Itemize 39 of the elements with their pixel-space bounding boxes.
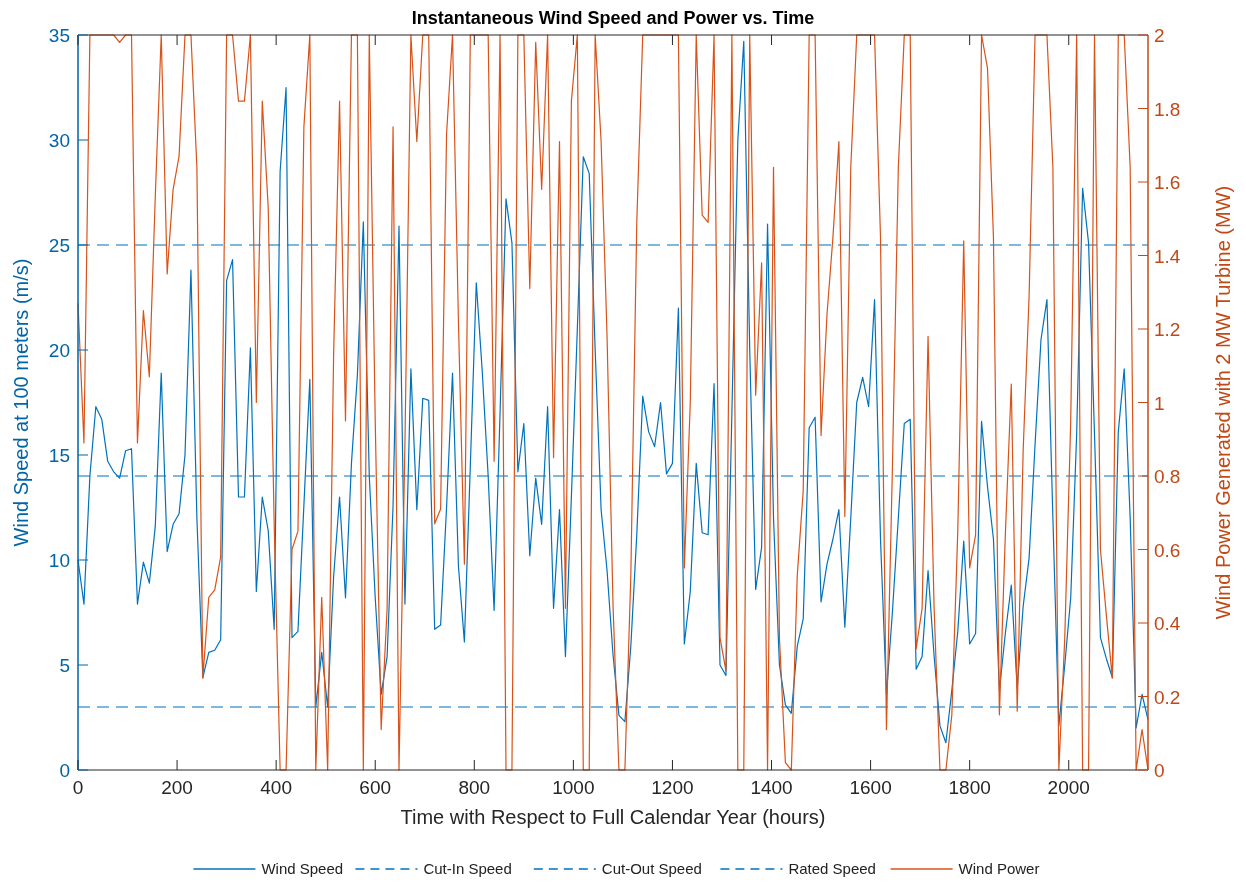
x-tick-label: 800 [458,777,491,798]
legend-label: Wind Power [958,860,1040,877]
x-tick-label: 1200 [651,777,694,798]
x-tick-label: 0 [72,777,84,798]
y-tick-label: 30 [48,130,70,151]
y2-tick-label: 0.2 [1154,686,1181,708]
y2-axis-title: Wind Power Generated with 2 MW Turbine (MW) [1212,185,1234,620]
y-tick-label: 15 [48,445,70,466]
x-tick-label: 1800 [948,777,991,798]
x-tick-label: 2000 [1047,777,1090,798]
x-axis-title: Time with Respect to Full Calendar Year (hours) [400,806,826,828]
y-tick-label: 35 [48,25,70,46]
y-tick-label: 20 [48,340,70,361]
y-tick-label: 25 [48,235,70,256]
y2-tick-label: 0 [1154,760,1165,781]
y2-tick-label: 0.8 [1154,466,1181,487]
y2-tick-label: 1 [1154,392,1165,414]
x-tick-label: 600 [359,777,392,798]
y-axis-title: Wind Speed at 100 meters (m/s) [10,258,32,547]
chart-title: Instantaneous Wind Speed and Power vs. Time [411,8,815,28]
y2-tick-label: 1.6 [1154,172,1181,193]
y-tick-label: 10 [48,550,70,571]
legend-label: Cut-Out Speed [601,860,702,877]
y2-tick-label: 1.4 [1154,245,1181,267]
y2-tick-label: 1.8 [1154,98,1181,120]
y2-tick-label: 2 [1154,25,1165,46]
legend-label: Wind Speed [261,860,344,877]
x-tick-label: 400 [260,777,292,798]
y2-tick-label: 1.2 [1154,319,1181,340]
y-tick-label: 0 [59,760,70,781]
legend-label: Rated Speed [788,860,876,877]
y-tick-label: 5 [59,655,70,676]
x-tick-label: 200 [161,777,193,798]
x-tick-label: 1000 [552,777,595,798]
x-tick-label: 1400 [750,777,793,798]
legend-label: Cut-In Speed [423,860,512,877]
y2-tick-label: 0.6 [1154,539,1181,561]
x-tick-label: 1600 [849,777,892,798]
y2-tick-label: 0.4 [1154,613,1181,634]
